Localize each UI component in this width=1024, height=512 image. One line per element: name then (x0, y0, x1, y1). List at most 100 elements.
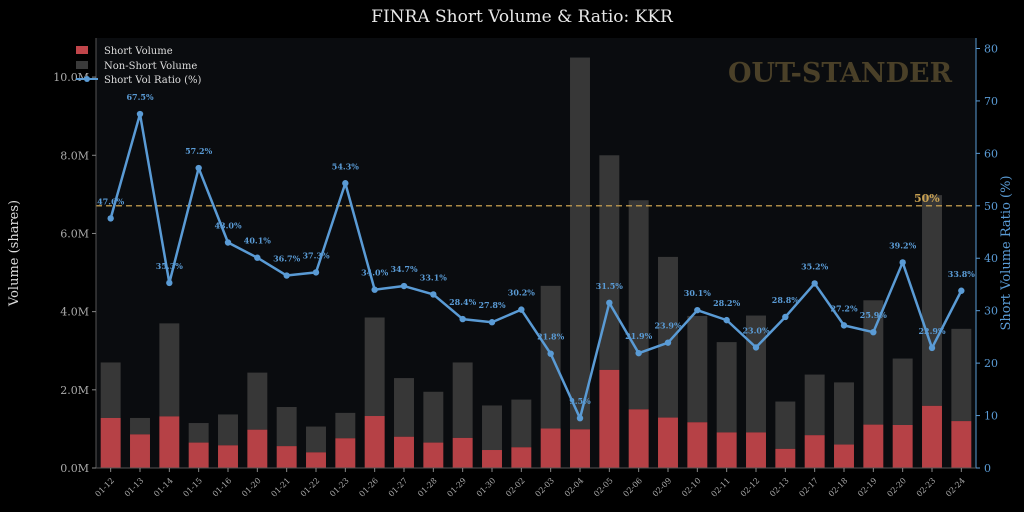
ratio-data-label: 37.3% (302, 250, 329, 260)
bar-nonshort (804, 374, 825, 436)
ratio-point (400, 282, 408, 290)
ratio-data-label: 36.7% (273, 254, 300, 264)
ratio-data-label: 67.5% (126, 92, 153, 102)
ratio-data-label: 30.1% (684, 288, 711, 298)
y-right-tick-label: 30 (984, 305, 998, 318)
legend-label-nonshort: Non-Short Volume (104, 61, 197, 72)
plot-background (96, 38, 976, 468)
bar-nonshort (100, 362, 121, 418)
bar-nonshort (922, 195, 942, 406)
ratio-point (107, 215, 114, 222)
y-right-tick-label: 70 (984, 95, 998, 108)
bar-nonshort (951, 328, 972, 422)
bar-nonshort (364, 317, 385, 417)
bar-short (130, 434, 150, 468)
ratio-point (576, 414, 584, 422)
legend-label-short: Short Volume (104, 46, 173, 57)
bar-short (951, 421, 972, 468)
ratio-point (224, 239, 232, 246)
bar-short (159, 416, 180, 468)
bar-short (276, 446, 297, 468)
ratio-data-label: 35.2% (801, 261, 828, 271)
ratio-data-label: 30.2% (508, 288, 535, 298)
bar-short (804, 435, 825, 468)
bar-short (482, 450, 502, 468)
ratio-data-label: 28.8% (772, 295, 799, 305)
bar-short (364, 416, 385, 468)
bar-short (394, 436, 414, 468)
legend: Short Volume Non-Short Volume Short Vol … (76, 46, 202, 86)
ratio-data-label: 27.2% (830, 303, 857, 313)
ratio-point (136, 110, 144, 118)
ratio-point (694, 306, 701, 314)
ratio-point (254, 254, 261, 261)
y-left-tick-label: 6.0M (60, 227, 89, 240)
ratio-point (606, 299, 613, 307)
ratio-data-label: 31.5% (596, 281, 623, 291)
bar-nonshort (159, 323, 180, 417)
ratio-point (195, 164, 202, 172)
ratio-point (782, 313, 789, 321)
reference-line-group: 50% (96, 192, 976, 207)
y-right-tick-label: 60 (984, 147, 998, 160)
ratio-data-label: 34.7% (390, 264, 417, 274)
bar-short (570, 429, 590, 468)
bar-short (892, 425, 913, 468)
ratio-data-label: 21.8% (537, 332, 564, 342)
bar-nonshort (394, 378, 414, 437)
ratio-data-label: 40.1% (244, 236, 271, 246)
bar-short (100, 417, 121, 468)
bar-short (716, 432, 737, 468)
ratio-point (283, 272, 290, 279)
ratio-data-label: 34.0% (361, 268, 388, 278)
bar-nonshort (423, 391, 444, 443)
ratio-point (958, 287, 965, 294)
ratio-data-label: 9.5% (569, 396, 591, 406)
ratio-point (899, 259, 906, 266)
bar-nonshort (834, 382, 854, 445)
ratio-line (109, 112, 963, 420)
ratio-point (664, 339, 672, 346)
bar-short (746, 432, 766, 468)
bar-short (335, 438, 356, 468)
bar-short (628, 409, 649, 468)
bar-nonshort (599, 155, 620, 370)
bar-nonshort (247, 372, 268, 430)
ratio-point (166, 279, 173, 287)
bar-short (775, 448, 796, 468)
bar-nonshort (218, 414, 238, 446)
bars-group (100, 57, 972, 468)
ratio-data-label: 39.2% (889, 240, 916, 250)
bar-nonshort (276, 407, 297, 447)
bar-nonshort (687, 315, 708, 423)
y-left-tick-label: 10.0M (53, 71, 89, 84)
bar-nonshort (335, 412, 356, 439)
legend-marker-ratio (84, 76, 90, 82)
bar-short (423, 442, 444, 468)
ratio-point (840, 322, 848, 329)
ratio-point (723, 316, 730, 324)
ratio-point (811, 280, 818, 287)
ratio-point (752, 344, 760, 351)
ratio-point (870, 328, 877, 336)
ratio-data-label: 54.3% (332, 161, 359, 171)
y-right-tick-label: 80 (984, 42, 998, 55)
y-axis-right-label: Short Volume Ratio (%) (999, 175, 1014, 330)
bar-short (540, 428, 561, 468)
bar-short (188, 442, 209, 468)
ratio-point (518, 306, 525, 313)
bar-nonshort (775, 401, 796, 449)
chart-title: FINRA Short Volume & Ratio: KKR (371, 7, 674, 27)
ratio-point (488, 319, 496, 326)
y-left-tick-label: 0.0M (60, 462, 89, 475)
ratio-point (371, 286, 378, 293)
bar-nonshort (452, 362, 473, 438)
bar-short (306, 452, 326, 468)
y-right-tick-label: 20 (984, 357, 998, 370)
bar-short (452, 437, 473, 468)
bar-nonshort (306, 426, 326, 453)
ratio-data-label: 21.9% (625, 331, 652, 341)
watermark: OUT-STANDER (728, 58, 953, 89)
ratio-point (635, 349, 642, 357)
